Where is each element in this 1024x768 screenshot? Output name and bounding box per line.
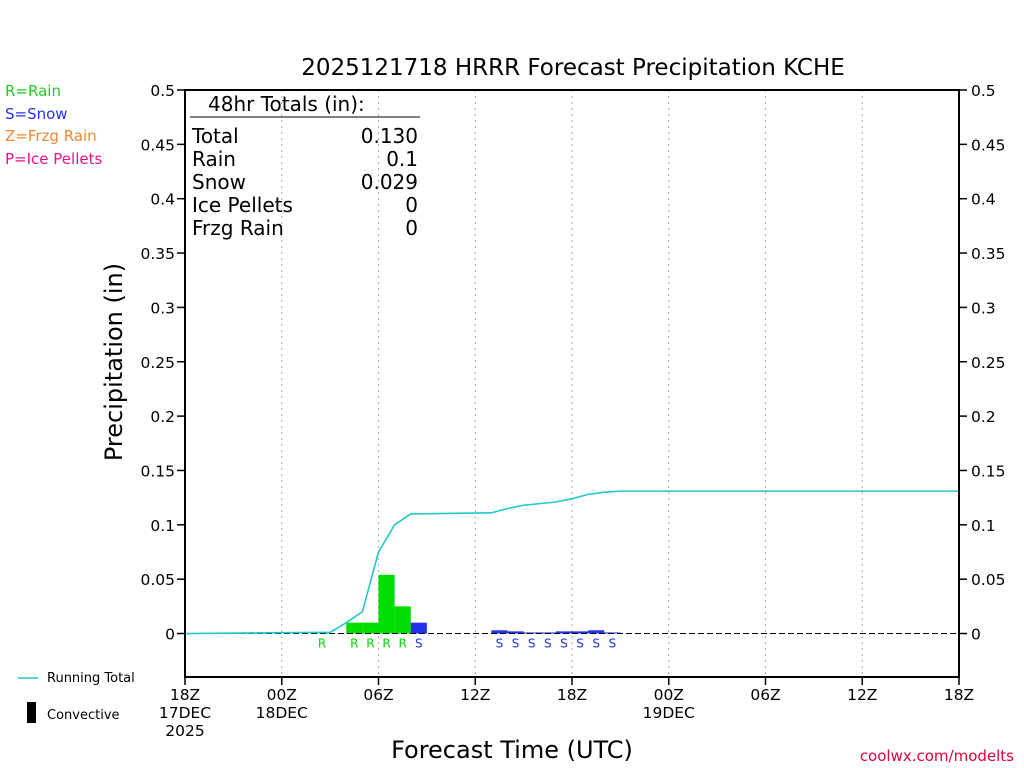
totals-rain-value: 0.1 xyxy=(386,147,418,171)
precip-bars xyxy=(314,574,621,634)
x-tick-label: 12Z xyxy=(847,686,877,704)
x-tick-label: 18DEC xyxy=(256,704,308,722)
totals-rain-label: Rain xyxy=(192,147,236,171)
chart-title: 2025121718 HRRR Forecast Precipitation K… xyxy=(301,55,845,81)
y-tick-label: 0.5 xyxy=(150,82,175,100)
line-legend: Running Total Convective xyxy=(18,671,135,723)
precip-type-label: S xyxy=(415,637,423,651)
precip-type-label: R xyxy=(366,637,374,651)
precip-type-label: S xyxy=(528,637,536,651)
y-tick-label: 0.45 xyxy=(140,136,175,154)
precip-type-label: R xyxy=(350,637,358,651)
x-tick-label: 00Z xyxy=(267,686,297,704)
precip-type-label: R xyxy=(382,637,390,651)
y-tick-label: 0.1 xyxy=(150,517,175,535)
y-tick-label-right: 0.2 xyxy=(971,408,996,426)
x-tick-label: 2025 xyxy=(165,722,204,740)
y-tick-label: 0.15 xyxy=(140,462,175,480)
y-tick-label: 0 xyxy=(165,626,175,644)
totals-header: 48hr Totals (in): xyxy=(208,92,365,116)
precip-bar xyxy=(394,606,411,634)
totals-snow-value: 0.029 xyxy=(361,170,418,194)
totals-snow-label: Snow xyxy=(192,170,246,194)
legend-ice-pellets: P=Ice Pellets xyxy=(5,150,102,168)
precip-type-label: S xyxy=(544,637,552,651)
totals-box: 48hr Totals (in): Total 0.130 Rain 0.1 S… xyxy=(190,92,420,240)
legend-rain: R=Rain xyxy=(5,82,61,100)
precip-type-label: S xyxy=(609,637,617,651)
type-legend: R=Rain S=Snow Z=Frzg Rain P=Ice Pellets xyxy=(5,82,102,168)
credit-text: coolwx.com/modelts xyxy=(860,747,1014,765)
precip-bar xyxy=(588,630,605,634)
y-tick-label-right: 0.3 xyxy=(971,299,996,317)
y-tick-label: 0.2 xyxy=(150,408,175,426)
x-tick-label: 19DEC xyxy=(643,704,695,722)
grid-lines xyxy=(281,90,863,677)
y-axis-left: 0 0.05 0.1 0.15 0.2 0.25 0.3 0.35 0.4 0.45 0.5 xyxy=(140,82,185,644)
precip-bar xyxy=(572,631,589,634)
x-tick-label: 12Z xyxy=(460,686,490,704)
totals-frzg-value: 0 xyxy=(405,216,418,240)
x-tick-label: 00Z xyxy=(654,686,684,704)
precip-bar xyxy=(555,631,572,634)
y-tick-label-right: 0.05 xyxy=(971,571,1006,589)
y-tick-label-right: 0 xyxy=(971,626,981,644)
x-tick-label: 18Z xyxy=(170,686,200,704)
y-tick-label-right: 0.15 xyxy=(971,462,1006,480)
y-tick-label: 0.35 xyxy=(140,245,175,263)
precip-type-label: S xyxy=(560,637,568,651)
x-tick-label: 06Z xyxy=(750,686,780,704)
running-total-legend-label: Running Total xyxy=(47,671,135,686)
y-axis-title: Precipitation (in) xyxy=(100,263,128,461)
totals-ice-label: Ice Pellets xyxy=(192,193,293,217)
precip-bar xyxy=(523,632,540,634)
precip-bar xyxy=(539,632,556,634)
precip-type-label: S xyxy=(592,637,600,651)
y-tick-label-right: 0.45 xyxy=(971,136,1006,154)
precip-bar xyxy=(604,632,621,634)
y-axis-right: 0 0.05 0.1 0.15 0.2 0.25 0.3 0.35 0.4 0.45 0.5 xyxy=(959,82,1006,644)
totals-total-label: Total xyxy=(191,124,239,148)
x-tick-label: 18Z xyxy=(557,686,587,704)
y-tick-label-right: 0.4 xyxy=(971,191,996,209)
precip-bar xyxy=(410,622,427,634)
precip-bar xyxy=(507,631,524,634)
precip-type-label: S xyxy=(512,637,520,651)
y-tick-label-right: 0.25 xyxy=(971,354,1006,372)
y-tick-label-right: 0.1 xyxy=(971,517,996,535)
precip-type-label: R xyxy=(318,637,326,651)
y-tick-label-right: 0.5 xyxy=(971,82,996,100)
y-tick-label-right: 0.35 xyxy=(971,245,1006,263)
legend-snow: S=Snow xyxy=(5,105,68,123)
y-tick-label: 0.05 xyxy=(140,571,175,589)
precip-bar xyxy=(378,574,395,634)
x-axis-title: Forecast Time (UTC) xyxy=(391,736,633,764)
precip-bar xyxy=(362,622,379,634)
precip-type-label: S xyxy=(496,637,504,651)
precip-bar xyxy=(491,630,508,634)
x-tick-label: 17DEC xyxy=(159,704,211,722)
y-tick-label: 0.4 xyxy=(150,191,175,209)
precip-type-label: S xyxy=(576,637,584,651)
y-tick-label: 0.25 xyxy=(140,354,175,372)
y-tick-label: 0.3 xyxy=(150,299,175,317)
x-tick-label: 06Z xyxy=(363,686,393,704)
precip-type-label: R xyxy=(399,637,407,651)
convective-legend-label: Convective xyxy=(47,708,120,723)
totals-total-value: 0.130 xyxy=(361,124,418,148)
x-tick-label: 18Z xyxy=(944,686,974,704)
convective-legend-swatch xyxy=(27,702,36,723)
legend-frzg-rain: Z=Frzg Rain xyxy=(5,127,97,145)
totals-frzg-label: Frzg Rain xyxy=(192,216,284,240)
running-total-line xyxy=(184,490,959,635)
precip-bar xyxy=(346,622,363,634)
totals-ice-value: 0 xyxy=(405,193,418,217)
